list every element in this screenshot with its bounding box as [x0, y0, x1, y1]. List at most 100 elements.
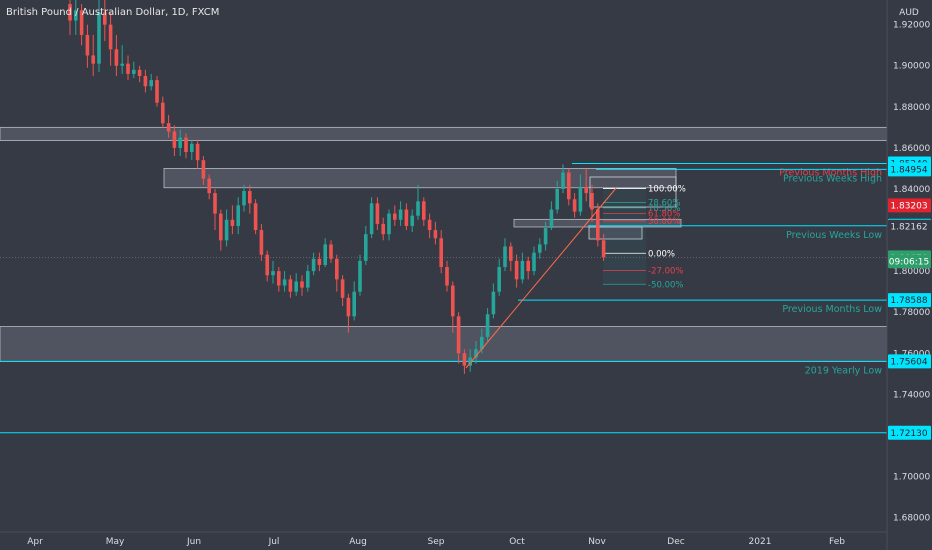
x-tick-label: Aug — [349, 537, 367, 547]
candle-body — [584, 186, 588, 194]
candle-body — [259, 230, 264, 255]
candle-body — [103, 12, 107, 25]
candle-body — [79, 10, 84, 35]
candle-body — [590, 193, 594, 210]
price-tag — [888, 219, 931, 234]
candle-body — [236, 205, 240, 226]
candle-body — [317, 258, 322, 265]
candle-body — [108, 24, 113, 50]
candle-body — [480, 336, 484, 350]
candle-body — [219, 213, 223, 241]
candle-body — [445, 267, 449, 286]
highlight-box[interactable] — [589, 176, 677, 208]
price-tag-label: 1.72130 — [890, 429, 927, 439]
price-tag-label: 1.78588 — [890, 296, 927, 306]
candle-body — [195, 143, 200, 161]
candle-body — [410, 215, 414, 226]
candle-body — [393, 213, 397, 220]
y-tick-label: 1.84000 — [893, 185, 930, 195]
trendline-layer — [465, 186, 618, 369]
x-tick-label: Sep — [428, 537, 445, 547]
time-axis[interactable]: Apr May Jun Jul Aug Sep Oct Nov Dec 2021 Feb — [0, 531, 887, 547]
price-tags-layer: 1.852401.849541.832031.822091.821621.806… — [888, 156, 931, 440]
candles-layer — [68, 0, 606, 374]
fib-level-label: 70.50% — [648, 204, 680, 214]
candle-body — [335, 258, 339, 280]
price-tag — [888, 254, 931, 269]
candle-body — [68, 4, 72, 21]
fib-level-label: -27.00% — [648, 267, 683, 277]
x-tick-label: 2021 — [749, 537, 772, 547]
candle-body — [224, 219, 229, 241]
candle-body — [294, 281, 298, 292]
price-tag-label: 1.83203 — [890, 201, 927, 211]
price-axis[interactable]: 1.920001.900001.880001.860001.840001.820… — [886, 0, 930, 550]
price-tag — [888, 425, 931, 440]
candle-body — [230, 219, 235, 226]
support-resistance-zone[interactable] — [163, 168, 677, 189]
support-resistance-zone[interactable] — [0, 126, 888, 141]
candle-body — [456, 316, 461, 354]
candle-body — [491, 291, 496, 315]
fib-level-label: 0.00% — [648, 249, 675, 259]
candle-body — [387, 213, 391, 235]
candle-body — [161, 102, 165, 124]
candle-body — [451, 285, 455, 317]
candle-body — [532, 252, 536, 272]
candle-body — [306, 271, 310, 288]
candle-body — [358, 260, 362, 292]
candle-body — [271, 271, 275, 276]
currency-label: AUD — [899, 8, 919, 18]
y-tick-label: 1.70000 — [893, 473, 930, 483]
price-tag-label: 1.75604 — [890, 357, 927, 367]
candle-body — [503, 246, 507, 268]
chart-title: British Pound / Australian Dollar, 1D, F… — [6, 7, 219, 18]
candle-body — [248, 191, 252, 204]
candle-body — [91, 55, 95, 64]
candle-body — [404, 209, 409, 226]
y-tick-label: 1.68000 — [893, 514, 930, 524]
candle-body — [416, 201, 420, 216]
x-tick-label: Nov — [588, 537, 606, 547]
fib-layer: 100.00% 78.60%70.50%61.80%50.00% 0.00% -27.… — [603, 185, 686, 290]
candle-body — [114, 49, 119, 66]
candle-body — [265, 254, 269, 276]
candle-body — [166, 123, 171, 132]
candle-body — [340, 279, 345, 298]
trendline[interactable] — [465, 186, 618, 369]
candle-body — [422, 201, 426, 220]
y-tick-label: 1.92000 — [893, 21, 930, 31]
candle-body — [375, 203, 380, 224]
candle-body — [126, 63, 130, 74]
candle-body — [97, 12, 101, 64]
candle-body — [143, 76, 148, 87]
candle-body — [381, 223, 385, 235]
highlight-box[interactable] — [588, 226, 643, 240]
candle-body — [149, 80, 153, 87]
candle-body — [572, 199, 577, 212]
candle-body — [549, 209, 554, 228]
candle-body — [439, 238, 443, 268]
candle-body — [468, 357, 472, 366]
fib-level-label: 50.00% — [648, 217, 680, 227]
level-label: Previous Months Low — [782, 304, 882, 315]
fib-background — [603, 188, 646, 285]
candle-body — [398, 209, 403, 220]
support-resistance-zone[interactable] — [0, 326, 888, 362]
candle-body — [190, 143, 194, 152]
candle-body — [300, 281, 304, 288]
candle-body — [526, 260, 530, 272]
level-label: Previous Weeks High — [783, 173, 882, 184]
candle-body — [323, 244, 327, 265]
level-label: Previous Months High — [779, 168, 882, 179]
candle-body — [213, 193, 217, 214]
candle-body — [555, 188, 559, 210]
price-tag-label: 09:06:15 — [889, 257, 929, 267]
candle-body — [567, 172, 571, 200]
y-tick-label: 1.86000 — [893, 144, 930, 154]
candle-body — [120, 63, 124, 66]
candle-body — [329, 244, 333, 259]
candle-body — [578, 186, 583, 212]
